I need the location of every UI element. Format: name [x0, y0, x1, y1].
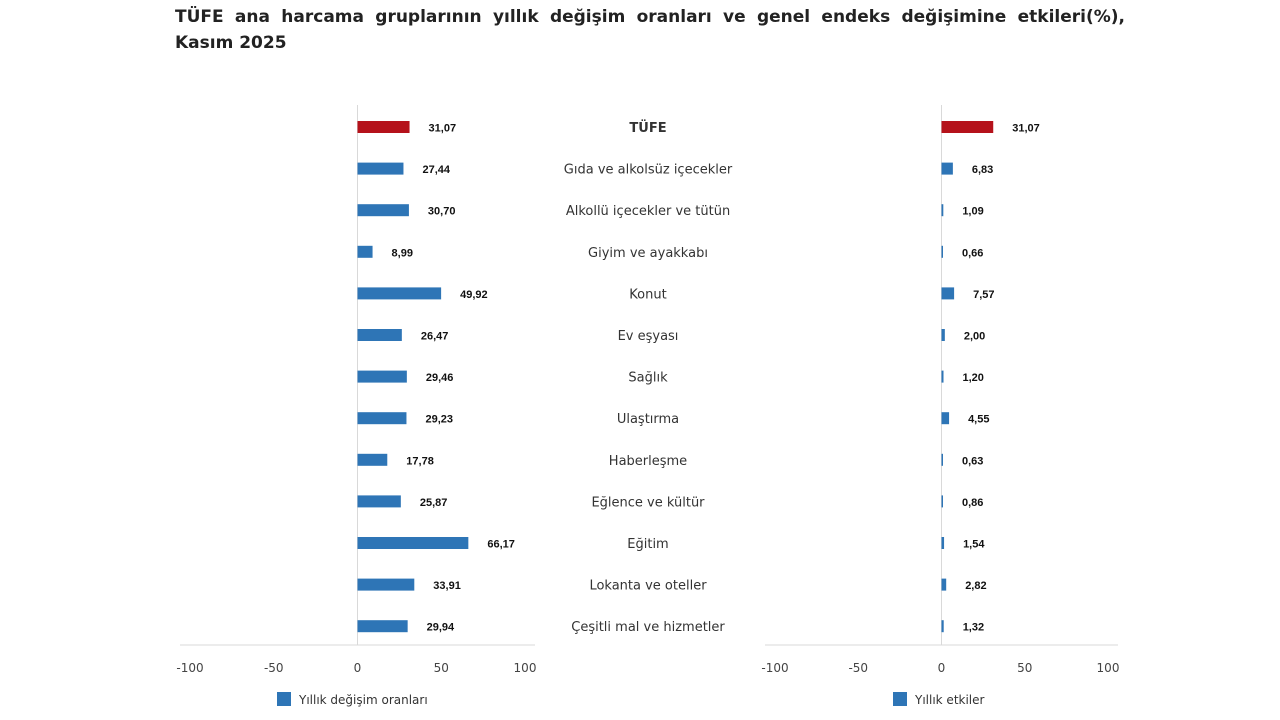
data-label: 25,87: [420, 497, 448, 509]
bar: [941, 495, 943, 508]
bar: [941, 620, 944, 633]
bar: [357, 495, 401, 508]
data-label: 1,32: [963, 622, 984, 634]
data-label: 29,94: [427, 622, 455, 634]
bar: [941, 412, 950, 425]
chart-title: TÜFE ana harcama gruplarının yıllık deği…: [175, 7, 1125, 53]
data-label: 1,54: [963, 539, 985, 551]
bar: [941, 245, 943, 258]
x-tick-label: -100: [761, 661, 788, 675]
category-label: Eğlence ve kültür: [591, 495, 705, 510]
data-label: 2,00: [964, 331, 985, 343]
data-label: 8,99: [392, 247, 413, 259]
category-label: Gıda ve alkolsüz içecekler: [564, 163, 733, 178]
x-tick-label: 50: [434, 661, 449, 675]
bar: [357, 162, 404, 175]
bar: [357, 537, 469, 549]
bar: [941, 370, 944, 383]
legend-swatch: [277, 692, 291, 706]
bar: [941, 329, 945, 341]
data-label: 31,07: [429, 123, 457, 135]
data-label: 4,55: [968, 414, 989, 426]
x-tick-label: 0: [938, 661, 946, 675]
category-label: Giyim ve ayakkabı: [588, 246, 708, 261]
bar: [357, 121, 410, 133]
category-label: Lokanta ve oteller: [589, 579, 707, 594]
category-label: Sağlık: [628, 371, 668, 386]
data-label: 29,23: [425, 414, 453, 426]
bar: [941, 537, 945, 549]
data-label: 27,44: [422, 164, 450, 176]
x-tick-label: -100: [176, 661, 203, 675]
data-label: 6,83: [972, 164, 993, 176]
category-label: Konut: [629, 287, 666, 302]
bar: [357, 245, 373, 258]
data-label: 30,70: [428, 206, 456, 218]
data-label: 31,07: [1012, 123, 1040, 135]
data-label: 66,17: [487, 539, 515, 551]
category-label: Ev eşyası: [618, 329, 679, 344]
data-label: 0,63: [962, 455, 983, 467]
data-label: 26,47: [421, 331, 449, 343]
category-label: Haberleşme: [609, 454, 687, 469]
category-label: Alkollü içecekler ve tütün: [566, 204, 730, 219]
bar: [941, 162, 953, 175]
bar: [357, 329, 402, 341]
data-label: 33,91: [433, 580, 461, 592]
x-tick-label: 0: [354, 661, 362, 675]
data-label: 0,86: [962, 497, 983, 509]
bar: [357, 453, 388, 466]
bar: [941, 204, 944, 217]
bar: [357, 370, 407, 383]
data-label: 1,09: [962, 206, 983, 218]
bar: [941, 287, 955, 300]
data-label: 17,78: [406, 455, 434, 467]
data-label: 1,20: [962, 372, 983, 384]
legend-label: Yıllık etkiler: [914, 693, 985, 707]
data-label: 29,46: [426, 372, 454, 384]
bar: [357, 287, 442, 300]
x-tick-label: -50: [264, 661, 284, 675]
bar: [357, 204, 409, 217]
legend-swatch: [893, 692, 907, 706]
bar: [357, 412, 407, 425]
data-label: 2,82: [965, 580, 986, 592]
bar: [357, 620, 408, 633]
category-label: TÜFE: [629, 120, 666, 136]
x-tick-label: 50: [1017, 661, 1032, 675]
bar: [941, 578, 947, 591]
bar: [941, 453, 943, 466]
data-label: 0,66: [962, 247, 983, 259]
x-tick-label: 100: [514, 661, 537, 675]
bar: [357, 578, 415, 591]
category-label: Ulaştırma: [617, 412, 679, 427]
category-label: Çeşitli mal ve hizmetler: [571, 620, 725, 635]
x-tick-label: -50: [848, 661, 868, 675]
legend-label: Yıllık değişim oranları: [298, 693, 428, 707]
data-label: 7,57: [973, 289, 994, 301]
bar: [941, 121, 994, 133]
category-label: Eğitim: [627, 537, 668, 552]
x-tick-label: 100: [1097, 661, 1120, 675]
data-label: 49,92: [460, 289, 488, 301]
